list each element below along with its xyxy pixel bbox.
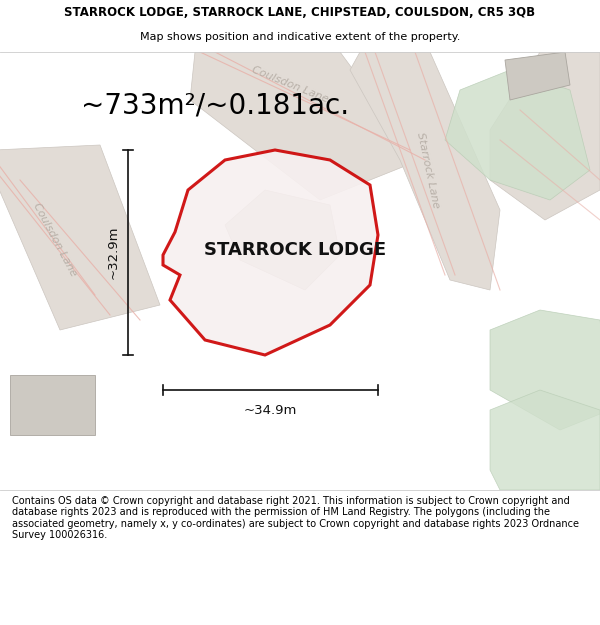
Polygon shape xyxy=(163,150,378,355)
Polygon shape xyxy=(10,375,95,435)
Text: STARROCK LODGE: STARROCK LODGE xyxy=(204,241,386,259)
Text: ~733m²/~0.181ac.: ~733m²/~0.181ac. xyxy=(81,91,349,119)
Polygon shape xyxy=(490,52,600,220)
Polygon shape xyxy=(490,310,600,430)
Text: Coulsdon Lane: Coulsdon Lane xyxy=(31,201,79,279)
Text: Map shows position and indicative extent of the property.: Map shows position and indicative extent… xyxy=(140,32,460,43)
Text: ~34.9m: ~34.9m xyxy=(244,404,297,417)
Polygon shape xyxy=(225,190,340,290)
Text: Coulsdon Lane: Coulsdon Lane xyxy=(250,65,330,105)
Text: Contains OS data © Crown copyright and database right 2021. This information is : Contains OS data © Crown copyright and d… xyxy=(12,496,579,541)
Text: ~32.9m: ~32.9m xyxy=(107,226,120,279)
Text: STARROCK LODGE, STARROCK LANE, CHIPSTEAD, COULSDON, CR5 3QB: STARROCK LODGE, STARROCK LANE, CHIPSTEAD… xyxy=(64,6,536,19)
Text: Starrock Lane: Starrock Lane xyxy=(415,131,441,209)
Polygon shape xyxy=(445,70,590,200)
Polygon shape xyxy=(505,52,570,100)
Polygon shape xyxy=(490,390,600,490)
Polygon shape xyxy=(350,52,500,290)
Polygon shape xyxy=(190,52,420,200)
Polygon shape xyxy=(0,145,160,330)
